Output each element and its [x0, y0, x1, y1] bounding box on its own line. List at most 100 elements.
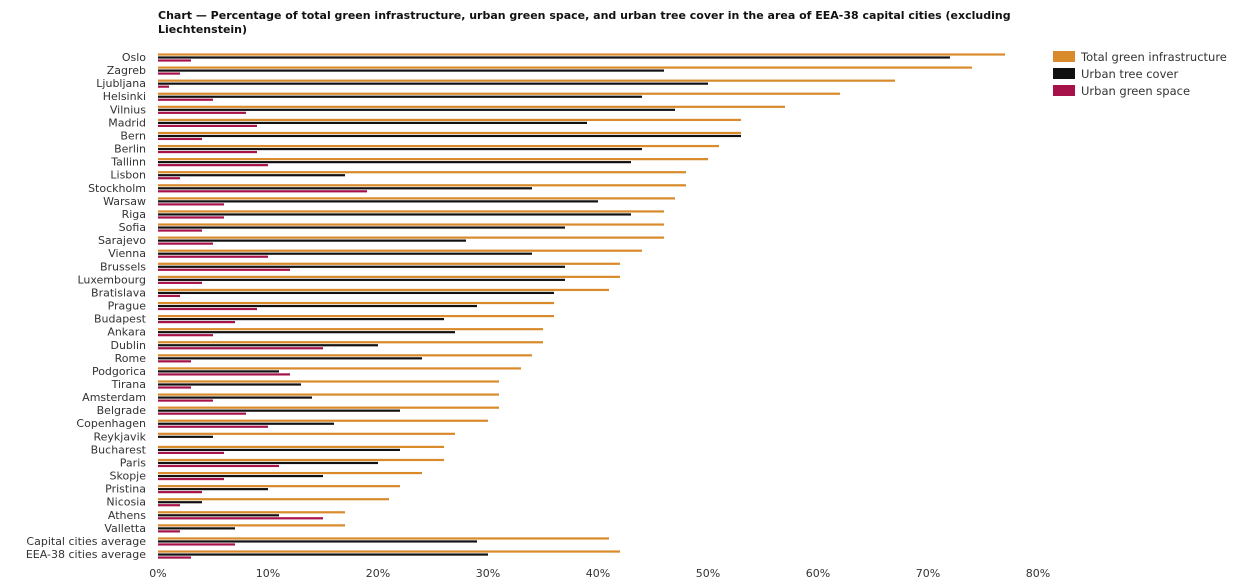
bar-green: [158, 255, 268, 258]
bar-tree: [158, 147, 642, 151]
bar-total: [158, 511, 345, 514]
bar-tree: [158, 448, 400, 451]
legend-item: Urban tree cover: [1053, 65, 1227, 82]
bar-green: [158, 386, 191, 389]
x-tick-label: 60%: [806, 567, 830, 578]
bar-tree: [158, 435, 213, 438]
category-label: Tallinn: [110, 156, 146, 169]
bar-green: [158, 334, 213, 337]
category-label: Stockholm: [88, 182, 146, 195]
bar-tree: [158, 318, 444, 321]
bar-tree: [158, 514, 279, 517]
bar-tree: [158, 501, 202, 504]
category-label: Zagreb: [107, 64, 146, 77]
bar-total: [158, 288, 609, 292]
bar-tree: [158, 200, 598, 203]
bar-green: [158, 203, 224, 206]
bar-total: [158, 498, 389, 501]
legend-swatch: [1053, 51, 1075, 62]
bar-tree: [158, 331, 455, 334]
bar-green: [158, 543, 235, 546]
bar-total: [158, 171, 686, 174]
bar-green: [158, 504, 180, 507]
bar-green: [158, 294, 180, 298]
bar-green: [158, 281, 202, 284]
bar-tree: [158, 239, 466, 242]
bar-tree: [158, 69, 664, 72]
bar-green: [158, 72, 180, 75]
category-label: Berlin: [114, 143, 146, 156]
bar-green: [158, 360, 191, 363]
legend-label: Total green infrastructure: [1081, 49, 1227, 64]
bar-tree: [158, 174, 345, 177]
legend-label: Urban green space: [1081, 83, 1191, 98]
category-label: Athens: [108, 509, 146, 522]
category-label: Vilnius: [110, 103, 146, 116]
bar-tree: [158, 187, 532, 190]
category-label: Pristina: [105, 483, 146, 496]
bar-green: [158, 124, 257, 127]
bar-tree: [158, 409, 400, 412]
category-label: Bucharest: [91, 443, 147, 456]
category-label: Skopje: [110, 470, 147, 483]
category-label: Paris: [120, 456, 146, 469]
bar-tree: [158, 344, 378, 347]
category-labels: OsloZagrebLjubljanaHelsinkiVilniusMadrid…: [26, 51, 147, 561]
x-tick-label: 30%: [476, 567, 500, 578]
bar-tree: [158, 553, 488, 556]
category-label: Luxembourg: [77, 273, 146, 286]
bar-green: [158, 425, 268, 428]
bar-tree: [158, 396, 312, 399]
bar-total: [158, 354, 532, 357]
bar-total: [158, 380, 499, 383]
bars-group: [158, 53, 1005, 559]
bar-tree: [158, 226, 565, 229]
category-label: Capital cities average: [26, 535, 146, 548]
bar-total: [158, 53, 1005, 56]
category-label: Madrid: [108, 116, 146, 129]
bar-green: [158, 85, 169, 88]
legend: Total green infrastructure Urban tree co…: [1053, 48, 1227, 99]
category-label: Warsaw: [103, 195, 146, 208]
bar-green: [158, 177, 180, 180]
bar-total: [158, 275, 620, 278]
bar-tree: [158, 265, 565, 268]
bar-total: [158, 92, 840, 95]
bar-green: [158, 242, 213, 245]
bar-green: [158, 216, 224, 219]
bar-total: [158, 393, 499, 396]
category-label: Ljubljana: [96, 77, 146, 90]
bar-total: [158, 406, 499, 409]
category-label: Valletta: [104, 522, 146, 535]
bar-green: [158, 451, 224, 454]
bar-total: [158, 367, 521, 370]
x-axis-ticks: 0% 10% 20% 30% 40% 50% 60% 70% 80%: [149, 567, 1050, 578]
bar-tree: [158, 422, 334, 425]
bar-tree: [158, 82, 708, 85]
bar-green: [158, 229, 202, 232]
category-label: Copenhagen: [76, 417, 146, 430]
category-label: Helsinki: [103, 90, 146, 103]
bar-tree: [158, 213, 631, 216]
x-tick-label: 0%: [149, 567, 166, 578]
bar-total: [158, 66, 972, 69]
bar-total: [158, 79, 895, 82]
category-label: Brussels: [100, 260, 146, 273]
bar-total: [158, 223, 664, 226]
bar-total: [158, 432, 455, 435]
category-label: Podgorica: [92, 365, 146, 378]
x-tick-label: 50%: [696, 567, 720, 578]
category-label: EEA-38 cities average: [26, 548, 146, 561]
category-label: Ankara: [107, 326, 146, 339]
bar-tree: [158, 108, 675, 111]
legend-item: Urban green space: [1053, 82, 1227, 99]
x-tick-label: 10%: [256, 567, 280, 578]
bar-total: [158, 210, 664, 213]
bar-green: [158, 111, 246, 114]
bar-tree: [158, 95, 642, 98]
bar-total: [158, 445, 444, 448]
legend-swatch: [1053, 68, 1075, 79]
category-label: Budapest: [94, 313, 147, 326]
bar-tree: [158, 278, 565, 281]
